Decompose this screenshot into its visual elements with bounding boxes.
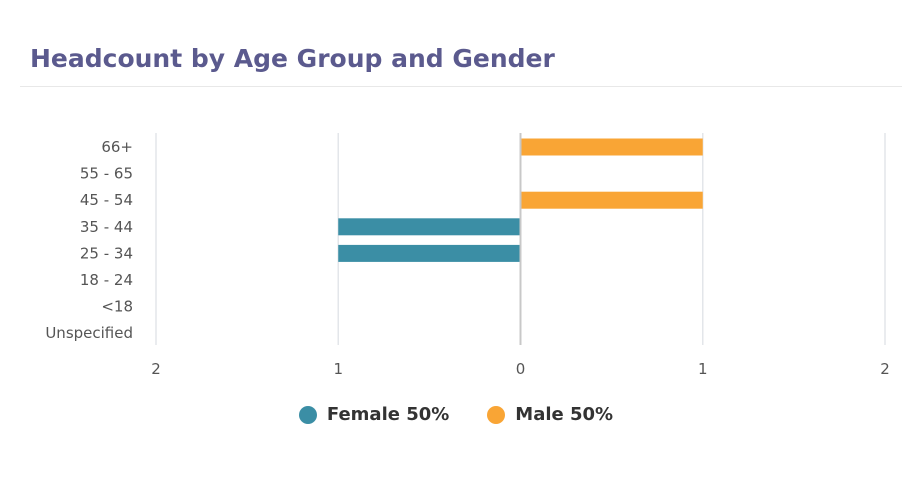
x-axis-tick-labels: 2 1 0 1 2 — [151, 360, 890, 378]
bar-chart: 66+ 55 - 65 45 - 54 35 - 44 25 - 34 18 - 24 <1… — [45, 133, 890, 378]
bar-female[interactable] — [338, 244, 520, 262]
bar-male[interactable] — [521, 138, 703, 156]
x-tick-label: 2 — [880, 360, 890, 378]
legend: Female 50% Male 50% — [0, 404, 912, 425]
legend-label-female: Female 50% — [326, 404, 450, 425]
category-label: <18 — [101, 298, 133, 316]
category-label: 45 - 54 — [80, 191, 133, 209]
legend-marker-female — [298, 405, 317, 424]
title-divider — [20, 86, 902, 87]
grid-lines — [155, 133, 886, 345]
legend-marker-male — [487, 405, 506, 424]
category-label: Unspecified — [45, 324, 133, 342]
category-labels: 66+ 55 - 65 45 - 54 35 - 44 25 - 34 18 - 24 <1… — [45, 138, 133, 342]
legend-item-male[interactable]: Male 50% — [487, 404, 613, 425]
legend-label-male: Male 50% — [515, 404, 614, 425]
bar-female[interactable] — [338, 218, 520, 236]
category-label: 18 - 24 — [80, 271, 133, 289]
legend-item-female[interactable]: Female 50% — [298, 404, 450, 425]
bar-male[interactable] — [521, 191, 703, 209]
x-tick-label: 1 — [333, 360, 343, 378]
category-label: 55 - 65 — [80, 165, 133, 183]
x-tick-label: 1 — [698, 360, 708, 378]
x-tick-label: 2 — [151, 360, 161, 378]
chart-title: Headcount by Age Group and Gender — [30, 44, 555, 73]
category-label: 35 - 44 — [80, 218, 133, 236]
x-tick-label: 0 — [516, 360, 526, 378]
category-label: 25 - 34 — [80, 244, 133, 262]
category-label: 66+ — [101, 138, 133, 156]
bars — [338, 138, 703, 262]
